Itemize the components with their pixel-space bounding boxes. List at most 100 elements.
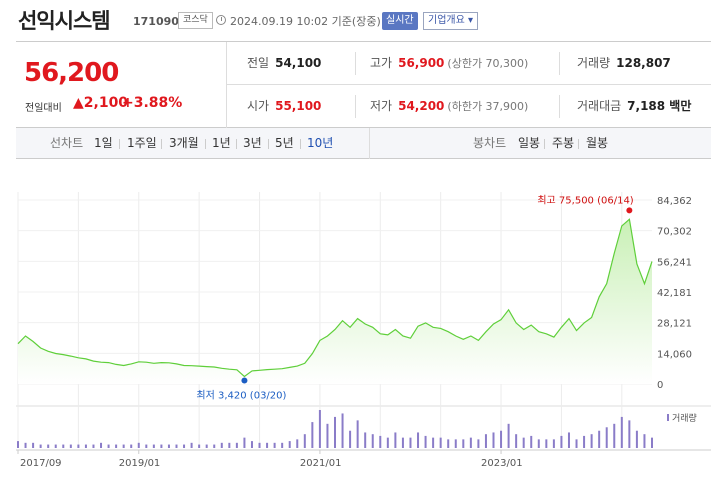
market-badge: 코스닥 — [178, 12, 213, 29]
volume-bar — [77, 444, 80, 448]
tab-5y[interactable]: 5년 — [275, 136, 294, 150]
volume-bar — [454, 439, 457, 448]
volume-bar — [447, 439, 450, 448]
tab-1d[interactable]: 1일 — [94, 136, 113, 150]
volume-bar — [228, 442, 231, 448]
volume-bar — [69, 444, 72, 448]
tab-10y[interactable]: 10년 — [307, 136, 334, 150]
volume-legend-label: 거래량 — [672, 412, 697, 424]
volume-bar — [364, 432, 367, 448]
price-chart[interactable]: 84,362 70,302 56,241 42,181 28,121 14,060 0 최고 … — [0, 160, 711, 483]
stock-name[interactable]: 선익시스템 — [18, 9, 111, 33]
volume-bar — [635, 430, 638, 448]
price-line — [17, 218, 653, 378]
volume-bar — [17, 441, 19, 448]
lower-limit: (하한가 37,900) — [447, 100, 529, 113]
quote-row-2: 시가 55,100 저가 54,200 (하한가 37,900) 거래대금 7,188 … — [227, 85, 711, 128]
volume-bar — [311, 422, 314, 448]
volume-bar — [432, 437, 435, 448]
volume-bar — [371, 434, 374, 448]
y-tick-label-5: 14,060 — [657, 349, 692, 360]
price-change: ▲2,100 — [73, 95, 129, 111]
volume-value: 128,807 — [616, 56, 671, 70]
volume-bar — [167, 444, 170, 448]
y-tick-label-1: 70,302 — [657, 227, 692, 238]
tab-3y[interactable]: 3년 — [243, 136, 262, 150]
volume-bar — [145, 444, 148, 448]
price-cell: 56,200 전일대비 ▲2,100 +3.88% — [16, 42, 227, 128]
volume-bar — [318, 410, 321, 448]
volume-bar — [651, 437, 653, 448]
volume-bar — [469, 437, 472, 448]
volume-bar — [477, 439, 480, 448]
volume-bar — [560, 435, 563, 448]
tab-daily[interactable]: 일봉 — [518, 136, 541, 150]
tab-3m[interactable]: 3개월 — [169, 136, 199, 150]
volume-bar — [522, 437, 525, 448]
prev-close-label: 전일 — [247, 56, 270, 70]
max-annotation: 최고 75,500 (06/14) — [537, 194, 633, 206]
volume-bar — [605, 427, 608, 448]
volume-bar — [220, 442, 223, 448]
volume-bar — [500, 430, 503, 448]
y-tick-label-2: 56,241 — [657, 257, 692, 268]
volume-cell: 거래량 128,807 — [577, 42, 671, 85]
low-value: 54,200 — [398, 99, 445, 113]
price-area — [18, 219, 652, 384]
tab-1y[interactable]: 1년 — [212, 136, 231, 150]
volume-bar — [152, 444, 155, 448]
open-label: 시가 — [247, 99, 270, 113]
volume-bar — [183, 444, 186, 448]
volume-bar — [160, 444, 163, 448]
volume-bar — [273, 442, 276, 448]
volume-bar — [296, 439, 299, 448]
y-tick-label-0: 84,362 — [657, 196, 692, 207]
clock-icon — [216, 15, 226, 25]
volume-bar — [417, 432, 420, 448]
open-cell: 시가 55,100 — [247, 85, 321, 128]
volume-bar — [439, 437, 442, 448]
volume-bar — [628, 420, 631, 448]
tab-weekly[interactable]: 주봉 — [552, 136, 575, 150]
volume-bar — [552, 439, 555, 448]
volume-bar — [213, 444, 216, 448]
volume-bar — [349, 430, 352, 448]
volume-bar — [394, 432, 397, 448]
volume-legend-swatch — [667, 414, 669, 421]
volume-bar — [303, 434, 306, 448]
volume-bar — [243, 437, 246, 448]
volume-bar — [250, 441, 253, 448]
volume-label: 거래량 — [577, 56, 611, 70]
volume-bar — [515, 434, 518, 448]
max-marker — [626, 207, 633, 214]
high-label: 고가 — [370, 56, 393, 70]
volume-bar — [575, 439, 578, 448]
volume-bar — [258, 442, 261, 448]
quote-row-1: 전일 54,100 고가 56,900 (상한가 70,300) 거래량 128,807 — [227, 42, 711, 85]
candle-chart-label: 봉차트 — [473, 136, 507, 150]
low-cell: 저가 54,200 (하한가 37,900) — [370, 85, 528, 128]
prev-close-cell: 전일 54,100 — [247, 42, 321, 85]
volume-bar — [620, 416, 623, 448]
volume-bar — [137, 442, 140, 448]
low-label: 저가 — [370, 99, 393, 113]
stock-code: 171090 — [133, 15, 179, 28]
realtime-button[interactable]: 실시간 — [382, 12, 418, 30]
company-overview-button[interactable]: 기업개요 ▾ — [423, 12, 478, 30]
prev-compare-label: 전일대비 — [25, 103, 62, 114]
high-cell: 고가 56,900 (상한가 70,300) — [370, 42, 528, 85]
volume-bar — [492, 432, 495, 448]
volume-bar — [590, 434, 593, 448]
price-change-percent: +3.88% — [122, 95, 183, 111]
volume-bar — [115, 444, 118, 448]
upper-limit: (상한가 70,300) — [447, 57, 529, 70]
volume-bar — [107, 444, 110, 448]
volume-bar — [583, 435, 586, 448]
volume-bar — [130, 444, 133, 448]
volume-bar — [62, 444, 65, 448]
tab-monthly[interactable]: 월봉 — [586, 136, 609, 150]
tab-1w[interactable]: 1주일 — [127, 136, 157, 150]
timestamp: 2024.09.19 10:02 기준(장중) — [230, 15, 381, 28]
volume-bar — [356, 420, 359, 448]
